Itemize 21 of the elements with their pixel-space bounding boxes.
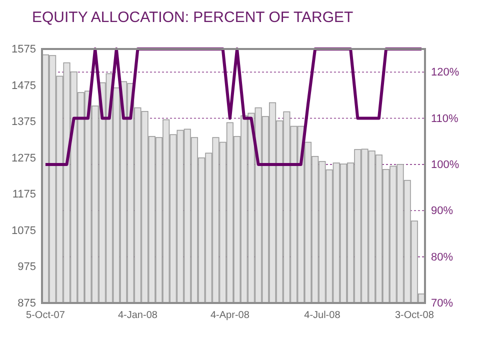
y2-tick-label: 90% <box>431 205 454 218</box>
y-tick-label: 975 <box>18 261 36 274</box>
y2-tick-label: 80% <box>431 251 454 264</box>
y2-tick-label: 120% <box>431 66 460 79</box>
y2-tick-label: 70% <box>431 298 454 310</box>
chart-title: EQUITY ALLOCATION: PERCENT OF TARGET <box>32 9 354 26</box>
y-tick-label: 875 <box>18 298 36 310</box>
x-tick-label: 4-Apr-08 <box>210 310 250 322</box>
y2-tick-label: 100% <box>431 158 460 171</box>
x-tick-label: 4-Jan-08 <box>118 310 158 322</box>
y2-tick-label: 110% <box>431 112 459 125</box>
x-tick-label: 4-Jul-08 <box>304 310 341 322</box>
y-tick-label: 1575 <box>12 44 36 56</box>
y-tick-label: 1075 <box>12 224 36 237</box>
y-tick-label: 1275 <box>12 152 36 164</box>
line-series <box>44 48 424 166</box>
x-tick-label: 3-Oct-08 <box>394 310 434 322</box>
y-tick-label: 1175 <box>12 188 36 201</box>
x-tick-label: 5-Oct-07 <box>26 310 66 322</box>
y-tick-label: 1475 <box>12 80 36 92</box>
y-tick-label: 1375 <box>12 116 36 128</box>
